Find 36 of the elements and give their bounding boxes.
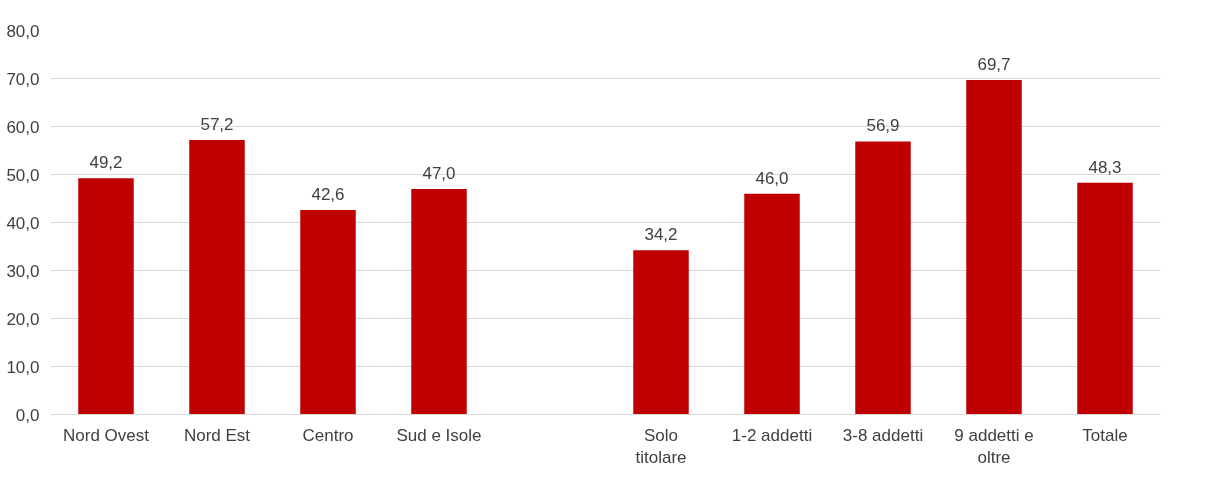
x-tick-label: 3-8 addetti: [842, 425, 924, 445]
x-tick-label: Sud e Isole: [396, 425, 482, 445]
bar: [1077, 182, 1133, 415]
data-label: 48,3: [1088, 157, 1122, 177]
x-tick-label: Nord Ovest: [63, 425, 150, 445]
y-tick-label: 20,0: [6, 309, 40, 329]
bar: [300, 210, 356, 415]
data-label: 57,2: [200, 114, 234, 134]
y-tick-label: 0,0: [15, 405, 40, 425]
x-tick-label: Centro: [302, 425, 354, 445]
y-tick-label: 70,0: [6, 69, 40, 89]
bar: [966, 79, 1022, 415]
bar: [855, 141, 911, 415]
data-label: 69,7: [977, 54, 1011, 74]
x-tick-label: Totale: [1082, 425, 1128, 445]
y-tick-label: 80,0: [6, 21, 40, 41]
y-tick-label: 40,0: [6, 213, 40, 233]
bar: [189, 139, 245, 415]
x-tick-label: 1-2 addetti: [731, 425, 813, 445]
bar: [633, 250, 689, 415]
bar: [411, 188, 467, 415]
data-label: 34,2: [644, 225, 678, 245]
y-tick-label: 60,0: [6, 117, 40, 137]
x-tick-label: Solo titolare: [635, 425, 687, 468]
y-tick-label: 10,0: [6, 357, 40, 377]
data-label: 46,0: [755, 168, 789, 188]
data-label: 42,6: [311, 185, 345, 205]
x-tick-label: Nord Est: [183, 425, 251, 445]
y-tick-label: 50,0: [6, 165, 40, 185]
data-label: 49,2: [89, 153, 123, 173]
data-label: 56,9: [866, 116, 900, 136]
data-label: 47,0: [422, 163, 456, 183]
bar: [744, 193, 800, 415]
x-tick-label: 9 addetti e oltre: [954, 425, 1034, 468]
bar: [78, 178, 134, 415]
y-tick-label: 30,0: [6, 261, 40, 281]
